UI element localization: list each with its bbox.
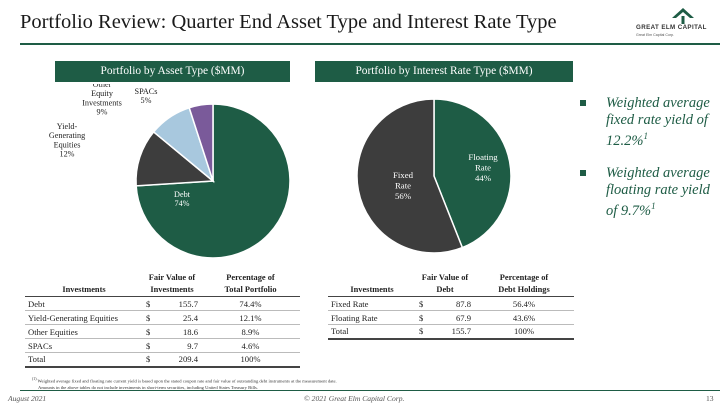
pie-slice-label: Debt 74% — [174, 190, 191, 208]
bullet-text: Weighted average floating rate yield of … — [606, 165, 710, 220]
col-header-investments: Investments — [25, 272, 143, 297]
col-header-investments: Investments — [328, 272, 416, 297]
interest-rate-table: Investments Fair Value of Debt Percentage… — [328, 272, 574, 340]
table-row: Yield-Generating Equities $25.4 12.1% — [25, 310, 300, 325]
table-row: Debt $155.7 74.4% — [25, 296, 300, 311]
footnote-2: Amounts in the above tables do not inclu… — [38, 384, 258, 390]
page-title: Portfolio Review: Quarter End Asset Type… — [20, 11, 557, 33]
col-header-fair-value: Fair Value of Debt — [416, 272, 474, 297]
pie-slice — [188, 103, 214, 182]
pie-slice — [433, 98, 512, 249]
asset-type-section-title: Portfolio by Asset Type ($MM) — [55, 61, 290, 82]
pie-slice-label: Fixed Rate 56% — [393, 170, 414, 201]
pie-slice-label: Other Equity Investments 9% — [82, 84, 122, 117]
pie-slice — [356, 98, 464, 254]
bullet-square-icon — [580, 100, 586, 106]
rate-type-section-title: Portfolio by Interest Rate Type ($MM) — [315, 61, 573, 82]
bullet-square-icon — [580, 170, 586, 177]
logo-tagline: Great Elm Capital Corp. — [636, 33, 675, 37]
footer-page-number: 13 — [706, 394, 714, 403]
footer-copyright: © 2021 Great Elm Capital Corp. — [304, 394, 405, 403]
footnote-1: (1) Weighted average fixed and floating … — [32, 377, 337, 384]
table-total-row: Total $155.7 100% — [328, 324, 574, 340]
footer-rule — [20, 390, 720, 391]
header-rule — [20, 43, 720, 45]
col-header-fair-value: Fair Value of Investments — [143, 272, 201, 297]
table-row: SPACs $9.7 4.6% — [25, 338, 300, 353]
table-row: Other Equities $18.6 8.9% — [25, 324, 300, 339]
table-row: Fixed Rate $87.8 56.4% — [328, 296, 574, 311]
pie-slice-label: Yield-Generating Equities 12% — [49, 122, 85, 159]
pie-slice-label: Floating Rate 44% — [468, 152, 498, 183]
asset-type-pie-chart: Debt 74% Yield-Generating Equities 12% Other E… — [49, 84, 291, 259]
footnote-ref: 1 — [651, 201, 656, 212]
footer-date: August 2021 — [8, 394, 47, 403]
footnotes: (1) Weighted average fixed and floating … — [32, 376, 632, 391]
tree-logo-icon — [672, 8, 694, 24]
bullet-fixed-yield: Weighted average fixed rate yield of 12.… — [580, 95, 715, 149]
col-header-percentage: Percentage of Debt Holdings — [474, 272, 574, 297]
company-logo: GREAT ELM CAPITAL Great Elm Capital Corp… — [636, 8, 716, 38]
asset-type-table: Investments Fair Value of Investments Per… — [25, 272, 300, 368]
interest-rate-pie-chart: Floating Rate 44% Fixed Rate 56% — [356, 98, 512, 254]
bullet-floating-yield: Weighted average floating rate yield of … — [580, 165, 715, 219]
yield-bullets: Weighted average fixed rate yield of 12.… — [580, 95, 715, 236]
table-total-row: Total $209.4 100% — [25, 352, 300, 368]
bullet-text: Weighted average fixed rate yield of 12.… — [606, 95, 710, 149]
footnote-ref: 1 — [643, 131, 648, 141]
pie-slice-label: SPACs 5% — [135, 87, 158, 105]
table-row: Floating Rate $67.9 43.6% — [328, 310, 574, 325]
col-header-percentage: Percentage of Total Portfolio — [201, 272, 300, 297]
logo-name: GREAT ELM CAPITAL — [636, 24, 707, 31]
